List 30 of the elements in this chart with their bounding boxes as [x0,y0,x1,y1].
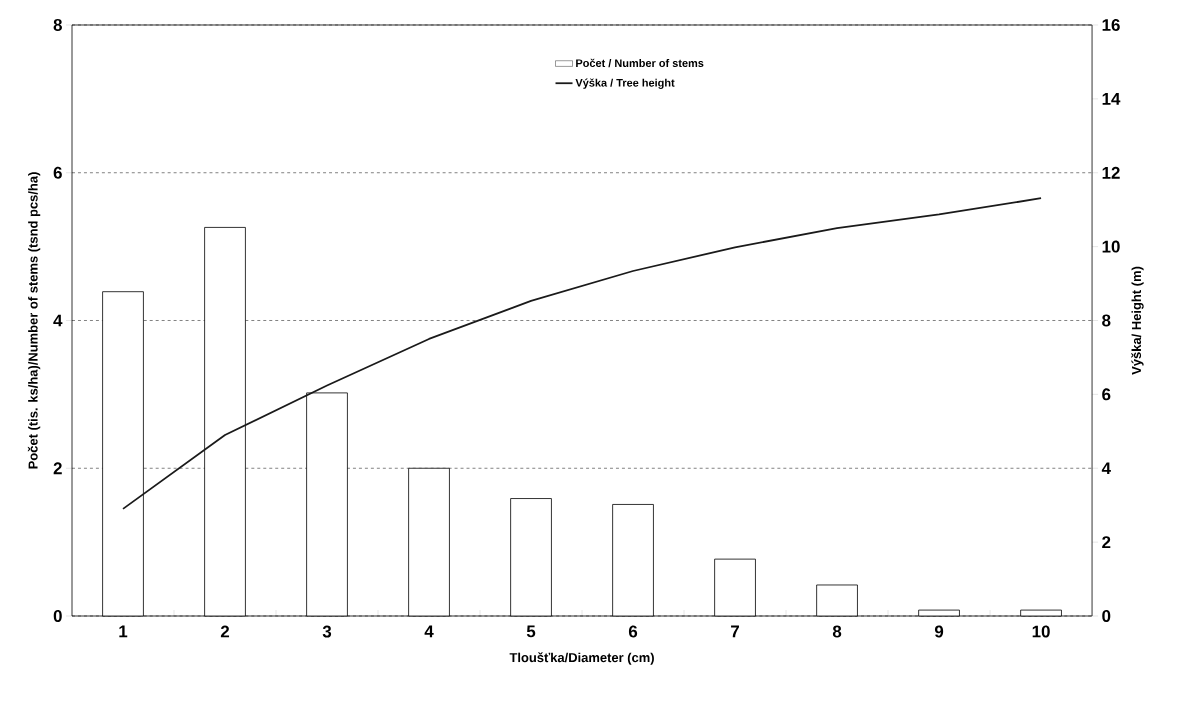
x-axis-title: Tloušťka/Diameter (cm) [509,652,654,665]
y2-tick-label: 14 [1102,93,1121,105]
x-tick-label: 5 [526,625,536,638]
y-tick-label: 0 [53,610,62,622]
y2-tick-label: 10 [1102,240,1120,253]
x-tick-label: 6 [628,625,638,638]
x-tick-label: 1 [119,625,128,638]
y2-tick-label: 2 [1102,536,1111,549]
y-tick-label: 6 [53,166,62,179]
y2-tick-label: 6 [1102,388,1111,401]
x-tick-label: 2 [220,625,230,638]
legend-label: Počet / Number of stems [576,58,704,68]
legend-label: Výška / Tree height [575,78,675,89]
y2-tick-label: 16 [1102,18,1120,31]
y2-tick-label: 12 [1102,166,1120,179]
x-tick-label: 4 [424,625,434,638]
y-axis-title: Počet (tis. ks/ha)/Number of stems (tsnd pcs/ha) [27,172,41,469]
y2-tick-label: 0 [1102,610,1111,622]
y-tick-label: 8 [53,19,62,31]
y2-tick-label: 4 [1101,462,1111,475]
y-tick-label: 4 [53,314,63,327]
x-tick-label: 8 [832,625,842,638]
y2-axis-title: Výška/ Height (m) [1131,266,1144,375]
x-tick-label: 7 [731,625,739,638]
line-series [122,197,1042,510]
x-tick-label: 9 [934,625,944,638]
x-tick-label: 3 [322,625,332,638]
x-tick-label: 10 [1032,625,1050,638]
y2-tick-label: 8 [1102,314,1111,327]
y-tick-label: 2 [53,462,62,475]
